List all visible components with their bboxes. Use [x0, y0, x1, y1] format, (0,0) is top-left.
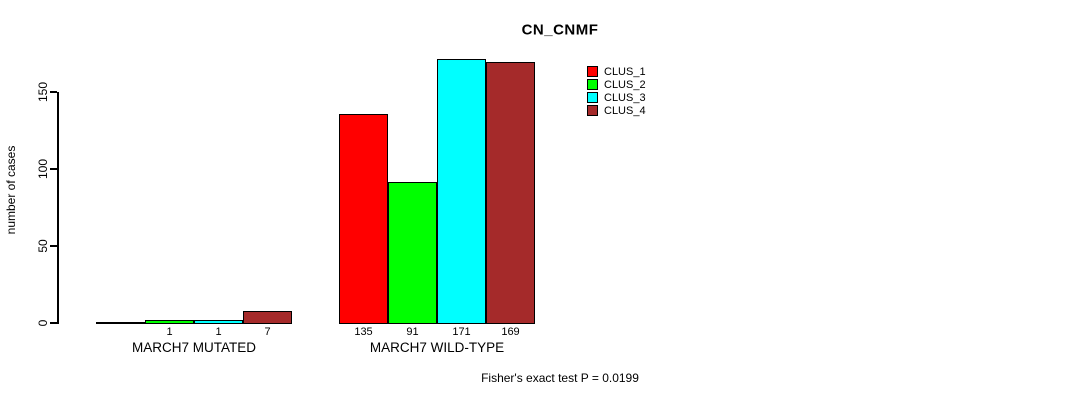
legend-label: CLUS_2 [604, 78, 646, 91]
bar-clus_3-march7-wild-type [437, 59, 486, 324]
y-axis-label: number of cases [4, 145, 18, 235]
fisher-test-annotation: Fisher's exact test P = 0.0199 [481, 371, 639, 385]
y-tick-label-100: 100 [36, 158, 50, 180]
legend-label: CLUS_3 [604, 91, 646, 104]
legend: CLUS_1 CLUS_2 CLUS_3 CLUS_4 [587, 65, 646, 117]
bar-value-label: 169 [501, 326, 520, 338]
bar-clus_4-march7-wild-type [486, 62, 535, 324]
legend-item-clus_2: CLUS_2 [587, 78, 646, 91]
legend-swatch-clus_1 [587, 66, 598, 77]
legend-item-clus_1: CLUS_1 [587, 65, 646, 78]
group-label-march7-wild-type: MARCH7 WILD-TYPE [369, 340, 505, 355]
y-tick-0 [50, 322, 57, 324]
legend-swatch-clus_3 [587, 92, 598, 103]
y-tick-label-150: 150 [36, 81, 50, 103]
bar-value-label: 1 [215, 326, 222, 338]
legend-item-clus_4: CLUS_4 [587, 104, 646, 117]
y-tick-50 [50, 245, 57, 247]
bar-value-label: 171 [452, 326, 471, 338]
y-tick-150 [50, 91, 57, 93]
bar-clus_4-march7-mutated [243, 311, 292, 324]
bar-clus_3-march7-mutated [194, 320, 243, 324]
y-tick-label-50: 50 [36, 239, 50, 253]
legend-item-clus_3: CLUS_3 [587, 91, 646, 104]
bar-clus_1-march7-mutated [96, 322, 145, 324]
bar-value-label: 91 [406, 326, 419, 338]
bar-value-label: 1 [166, 326, 173, 338]
y-tick-label-0: 0 [36, 319, 50, 327]
legend-label: CLUS_1 [604, 65, 646, 78]
legend-swatch-clus_2 [587, 79, 598, 90]
bar-clus_1-march7-wild-type [339, 114, 388, 324]
chart-title: CN_CNMF [521, 21, 599, 39]
bar-value-label: 135 [354, 326, 373, 338]
legend-label: CLUS_4 [604, 104, 646, 117]
bar-value-label: 7 [264, 326, 271, 338]
bar-clus_2-march7-mutated [145, 320, 194, 324]
y-tick-100 [50, 168, 57, 170]
bar-clus_2-march7-wild-type [388, 182, 437, 324]
legend-swatch-clus_4 [587, 105, 598, 116]
group-label-march7-mutated: MARCH7 MUTATED [132, 340, 256, 355]
y-axis-line [57, 92, 59, 324]
